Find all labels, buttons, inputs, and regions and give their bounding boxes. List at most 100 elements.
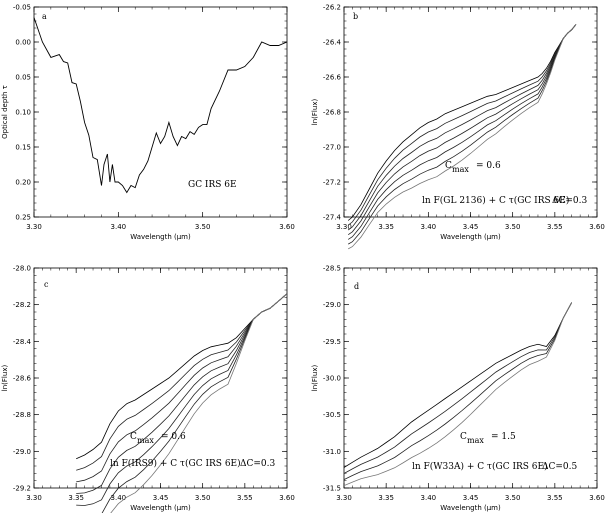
cmax-value: = 1.5: [491, 432, 516, 442]
series-line-c5: [101, 293, 288, 513]
y-tick-label: -28.5: [323, 265, 341, 273]
x-tick-label: 3.50: [195, 494, 211, 502]
cmax-label: C: [445, 161, 452, 171]
x-tick-label: 3.30: [26, 223, 42, 231]
x-tick-label: 3.60: [589, 494, 605, 502]
cmax-value: = 0.6: [476, 161, 501, 171]
y-axis-label: ln(Flux): [311, 365, 319, 392]
series-line-c3: [343, 302, 573, 486]
x-axis-label: Wavelength (μm): [130, 504, 191, 512]
y-tick-label: 0.05: [15, 74, 31, 82]
panel-a: 3.30 3.40 3.50 3.60 -0.05 0.00 0.05 0.10 0.15 0.2…: [1, 4, 295, 242]
y-axis-label: Optical depth τ: [1, 85, 9, 139]
delta-c-label: ΔC=0.3: [552, 196, 588, 206]
y-tick-label: -26.4: [323, 39, 342, 47]
cmax-subscript: max: [452, 165, 469, 174]
y-tick-label: -29.0: [323, 301, 341, 309]
series-line-c1: [347, 24, 577, 226]
x-tick-label: 3.60: [279, 494, 295, 502]
series-line-c3: [347, 24, 577, 236]
y-tick-label: -26.8: [323, 109, 341, 117]
panel-b: 3.30 3.35 3.40 3.45 3.50 3.55 3.60 -26.2 -26.4 -2…: [311, 4, 605, 250]
formula-label: ln F(IRS9) + C τ(GC IRS 6E): [110, 458, 241, 469]
y-tick-label: 0.00: [15, 39, 31, 47]
x-tick-label: 3.35: [378, 223, 394, 231]
y-tick-label: -0.05: [13, 4, 31, 12]
y-tick-label: -28.8: [13, 411, 31, 419]
x-tick-label: 3.40: [421, 494, 437, 502]
y-tick-label: -28.6: [13, 375, 32, 383]
x-tick-label: 3.35: [68, 494, 84, 502]
plot-frame: [33, 267, 288, 489]
y-tick-label: -29.0: [13, 448, 31, 456]
annotation-label: GC IRS 6E: [188, 180, 237, 190]
x-tick-label: 3.30: [336, 494, 352, 502]
series-line: [33, 17, 288, 194]
x-tick-label: 3.40: [421, 223, 437, 231]
cmax-label: C: [130, 432, 137, 442]
y-tick-label: 0.10: [15, 109, 31, 117]
y-tick-label: -26.6: [323, 74, 342, 82]
formula-label: ln F(W33A) + C τ(GC IRS 6E): [412, 461, 548, 472]
y-tick-label: -31.5: [323, 485, 341, 493]
series-line-c2: [343, 302, 573, 480]
x-tick-label: 3.30: [336, 223, 352, 231]
x-tick-label: 3.50: [505, 494, 521, 502]
x-tick-label: 3.50: [505, 223, 521, 231]
panel-letter: a: [42, 12, 47, 21]
x-tick-label: 3.55: [547, 494, 563, 502]
series-line-c2: [76, 293, 288, 483]
x-tick-label: 3.55: [237, 494, 253, 502]
y-tick-label: -27.2: [323, 179, 341, 187]
panel-c: 3.30 3.35 3.40 3.45 3.50 3.55 3.60 -28.0 -28.2 -2…: [1, 265, 295, 513]
y-axis-label: ln(Flux): [1, 365, 9, 392]
y-tick-label: -30.5: [323, 411, 341, 419]
panel-letter: d: [354, 282, 359, 291]
x-axis-label: Wavelength (μm): [440, 233, 501, 241]
y-tick-label: -31.0: [323, 448, 341, 456]
y-tick-label: -28.2: [13, 301, 31, 309]
plot-frame: [33, 6, 288, 218]
y-tick-label: -27.0: [323, 144, 341, 152]
y-tick-label: -27.4: [323, 214, 342, 222]
cmax-value: = 0.6: [161, 432, 186, 442]
x-tick-label: 3.45: [153, 494, 169, 502]
y-tick-label: 0.15: [15, 144, 31, 152]
x-tick-label: 3.35: [378, 494, 394, 502]
y-tick-label: -29.5: [323, 338, 341, 346]
y-tick-label: -28.0: [13, 265, 31, 273]
x-tick-label: 3.45: [463, 223, 479, 231]
y-tick-label: -28.4: [13, 338, 32, 346]
x-tick-label: 3.40: [111, 223, 127, 231]
panel-letter: c: [44, 280, 49, 289]
x-tick-label: 3.40: [111, 494, 127, 502]
cmax-subscript: max: [137, 436, 154, 445]
x-tick-label: 3.30: [26, 494, 42, 502]
y-axis-label: ln(Flux): [311, 99, 319, 126]
y-tick-label: -26.2: [323, 4, 341, 12]
y-tick-label: -29.2: [13, 485, 31, 493]
panel-d: 3.30 3.35 3.40 3.45 3.50 3.55 3.60 -28.5 -29.0 -2…: [311, 265, 605, 513]
series-line-c0: [343, 302, 573, 468]
series-line-c4: [347, 24, 577, 240]
y-tick-label: 0.20: [15, 179, 31, 187]
delta-c-label: ΔC=0.3: [240, 459, 276, 469]
delta-c-label: ΔC=0.5: [542, 462, 578, 472]
series-line-c0: [347, 24, 577, 221]
x-axis-label: Wavelength (μm): [440, 504, 501, 512]
x-tick-label: 3.55: [547, 223, 563, 231]
x-axis-label: Wavelength (μm): [130, 233, 191, 241]
cmax-label: C: [460, 432, 467, 442]
x-tick-label: 3.60: [589, 223, 605, 231]
cmax-subscript: max: [467, 436, 484, 445]
series-line-c5: [348, 24, 577, 245]
series-line-c6: [110, 293, 288, 513]
y-tick-label: -30.0: [323, 375, 341, 383]
formula-label: ln F(GL 2136) + C τ(GC IRS 6E): [422, 195, 569, 206]
series-line-c2: [347, 24, 577, 231]
x-tick-label: 3.60: [279, 223, 295, 231]
y-tick-label: 0.25: [15, 214, 31, 222]
panel-letter: b: [353, 12, 358, 21]
series-line-c6: [348, 24, 577, 250]
